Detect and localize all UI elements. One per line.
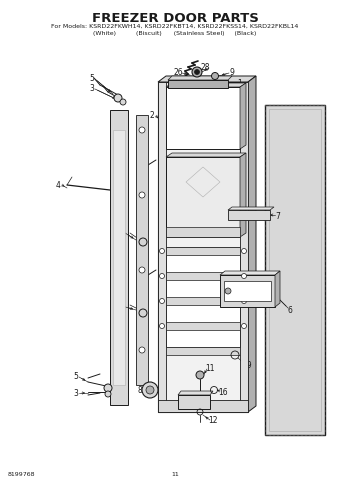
Text: 2: 2 — [150, 111, 154, 119]
Bar — [166, 272, 240, 280]
Bar — [168, 80, 228, 88]
Polygon shape — [248, 76, 256, 412]
Text: 19: 19 — [242, 360, 252, 369]
Text: 20: 20 — [113, 226, 123, 235]
Polygon shape — [166, 83, 246, 87]
Circle shape — [142, 382, 158, 398]
Circle shape — [139, 267, 145, 273]
Text: 12: 12 — [208, 415, 218, 425]
Circle shape — [114, 94, 122, 102]
Circle shape — [196, 371, 204, 379]
Text: 5: 5 — [90, 73, 95, 83]
Bar — [110, 110, 128, 405]
Circle shape — [192, 67, 202, 77]
Circle shape — [160, 324, 164, 328]
Text: 16: 16 — [218, 387, 228, 397]
Text: 8: 8 — [138, 385, 142, 395]
Text: 3: 3 — [90, 84, 95, 93]
Bar — [166, 247, 240, 255]
Text: 11: 11 — [205, 364, 215, 372]
Circle shape — [139, 192, 145, 198]
Polygon shape — [275, 271, 280, 307]
Text: 26: 26 — [173, 68, 183, 76]
Circle shape — [241, 324, 246, 328]
Polygon shape — [178, 391, 213, 395]
Bar — [136, 115, 148, 385]
Bar — [166, 227, 240, 237]
Polygon shape — [158, 76, 256, 82]
Text: 6: 6 — [288, 306, 293, 314]
Circle shape — [139, 347, 145, 353]
Circle shape — [241, 248, 246, 254]
Text: 13: 13 — [163, 403, 173, 412]
Circle shape — [105, 391, 111, 397]
Bar — [158, 400, 248, 412]
Bar — [166, 297, 240, 305]
Polygon shape — [158, 82, 248, 412]
Text: (White)          (Biscuit)      (Stainless Steel)     (Black): (White) (Biscuit) (Stainless Steel) (Bla… — [93, 31, 257, 36]
Polygon shape — [228, 207, 274, 210]
Bar — [228, 210, 270, 220]
Circle shape — [211, 72, 218, 80]
Polygon shape — [220, 271, 280, 275]
Circle shape — [104, 384, 112, 392]
Bar — [113, 130, 125, 385]
Text: 3: 3 — [74, 388, 78, 398]
Circle shape — [120, 99, 126, 105]
Bar — [269, 109, 321, 431]
Text: 11: 11 — [171, 472, 179, 477]
Bar — [220, 275, 275, 307]
Text: 9: 9 — [230, 68, 235, 76]
Bar — [166, 322, 240, 330]
Text: 5: 5 — [74, 371, 78, 381]
Bar — [166, 247, 240, 347]
Polygon shape — [240, 83, 246, 149]
Circle shape — [146, 386, 154, 394]
Text: 20: 20 — [113, 300, 123, 310]
Bar — [265, 105, 325, 435]
Text: 1: 1 — [238, 79, 242, 87]
Bar — [178, 395, 210, 409]
Circle shape — [160, 273, 164, 279]
Circle shape — [241, 298, 246, 303]
Bar — [240, 82, 248, 412]
Bar — [158, 82, 166, 412]
Circle shape — [160, 298, 164, 303]
Text: FREEZER DOOR PARTS: FREEZER DOOR PARTS — [92, 12, 258, 25]
Polygon shape — [240, 153, 246, 237]
Circle shape — [241, 273, 246, 279]
Text: 7: 7 — [275, 212, 280, 221]
Bar — [166, 87, 240, 149]
Circle shape — [195, 70, 200, 74]
Bar — [166, 347, 240, 355]
Text: 4: 4 — [56, 181, 61, 189]
Circle shape — [160, 248, 164, 254]
Bar — [166, 157, 240, 237]
Circle shape — [139, 127, 145, 133]
Bar — [224, 281, 271, 301]
Text: 25: 25 — [173, 75, 183, 85]
Polygon shape — [168, 76, 232, 80]
Text: For Models: KSRD22FKWH14, KSRD22FKBT14, KSRD22FKSS14, KSRD22FKBL14: For Models: KSRD22FKWH14, KSRD22FKBT14, … — [51, 24, 299, 29]
Circle shape — [225, 288, 231, 294]
Text: 8199768: 8199768 — [8, 472, 35, 477]
Polygon shape — [166, 153, 246, 157]
Text: 28: 28 — [200, 62, 210, 71]
